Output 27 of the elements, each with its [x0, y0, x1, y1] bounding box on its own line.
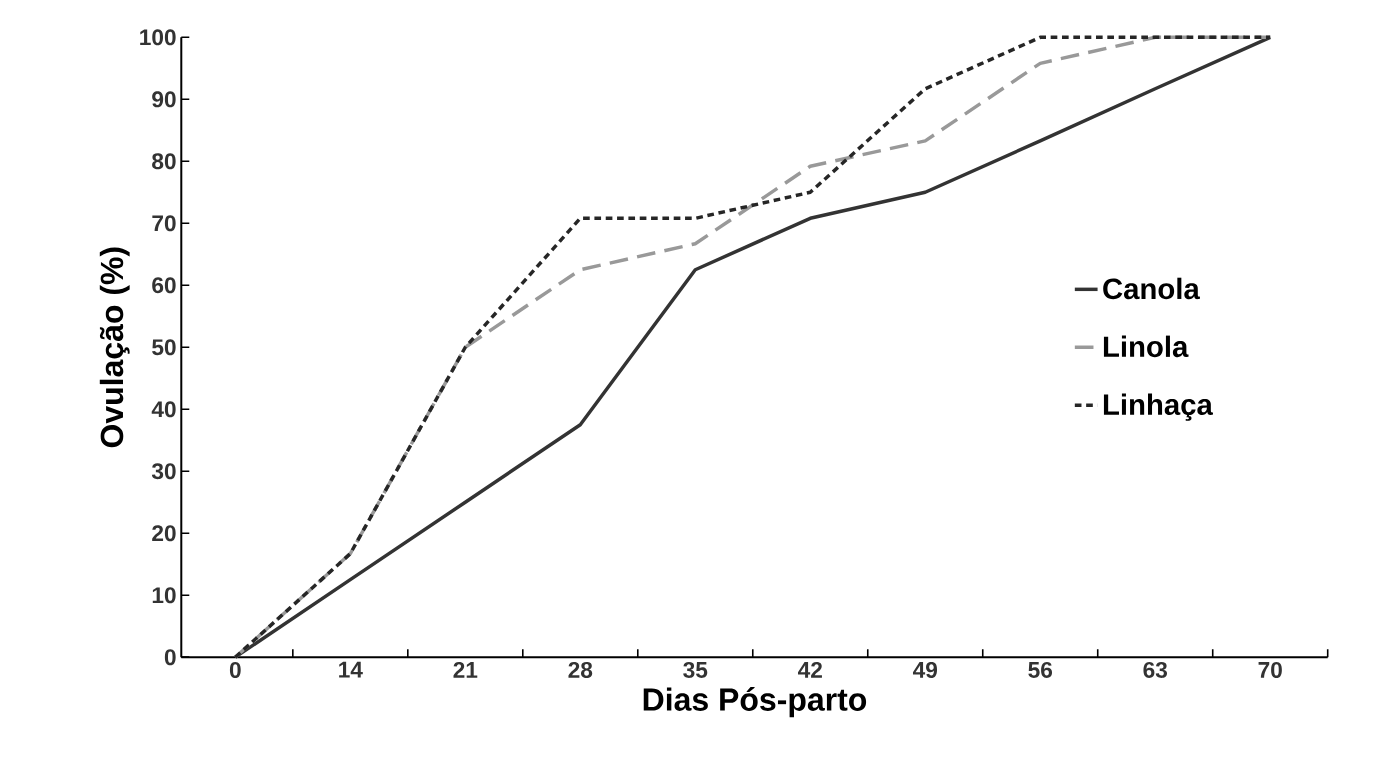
legend-label: Linhaça: [1103, 393, 1213, 421]
y-tick-label: 90: [152, 91, 176, 108]
x-tick-label: 28: [568, 661, 593, 678]
x-tick-label: 42: [797, 661, 822, 678]
legend-label: Linola: [1103, 335, 1189, 358]
x-tick-label: 49: [912, 661, 938, 678]
y-tick-label: 80: [152, 153, 176, 170]
x-tick-label: 14: [339, 661, 363, 678]
y-tick-label: 20: [152, 525, 176, 542]
x-tick-label: 63: [1143, 661, 1168, 678]
y-tick-label: 40: [151, 401, 176, 418]
y-tick-label: 30: [151, 463, 176, 480]
x-tick-label: 56: [1028, 661, 1053, 678]
y-tick-label: 100: [140, 29, 176, 46]
y-axis-title: Ovulação (%): [99, 247, 130, 448]
y-tick-label: 50: [152, 339, 176, 356]
y-tick-label: 0: [164, 649, 176, 666]
y-tick-label: 60: [152, 277, 176, 294]
x-tick-label: 21: [453, 661, 478, 678]
x-tick-label: 0: [229, 661, 241, 678]
legend-label: Canola: [1103, 277, 1200, 300]
x-tick-label: 35: [683, 661, 708, 678]
y-tick-label: 10: [152, 587, 176, 604]
x-axis-title: Dias Pós-parto: [643, 687, 867, 718]
line-series: [233, 35, 1272, 659]
y-tick-label: 70: [152, 215, 176, 232]
x-tick-label: 70: [1258, 661, 1282, 678]
